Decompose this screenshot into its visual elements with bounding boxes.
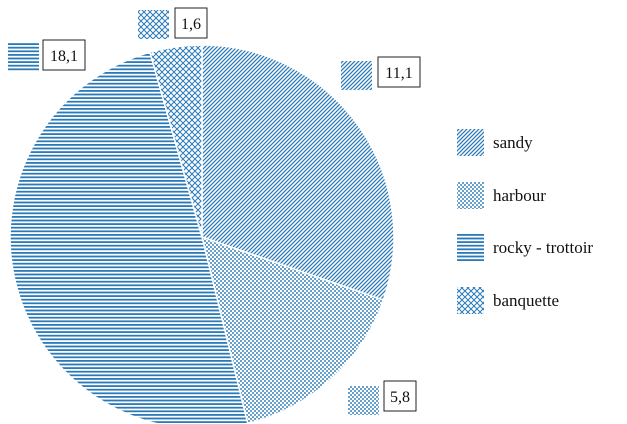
- legend-item-rocky-trottoir: rocky - trottoir: [457, 234, 593, 261]
- value-label-sandy: 11,1: [341, 56, 421, 90]
- value-label-swatch: [8, 43, 39, 72]
- legend-label: sandy: [493, 133, 533, 152]
- pie-slice-rocky-trottoir: [9, 51, 249, 424]
- legend-swatch: [457, 129, 484, 156]
- value-label-harbour: 5,8: [348, 380, 417, 415]
- legend-swatch: [457, 234, 484, 261]
- value-label-text: 18,1: [50, 48, 78, 65]
- legend-label: rocky - trottoir: [493, 238, 593, 257]
- legend-item-sandy: sandy: [457, 129, 533, 156]
- value-label-rocky-trottoir: 18,1: [8, 39, 86, 72]
- legend-swatch: [457, 287, 484, 314]
- legend-item-harbour: harbour: [457, 182, 546, 209]
- value-label-banquette: 1,6: [138, 7, 208, 39]
- value-label-box: [383, 380, 417, 412]
- legend-item-banquette: banquette: [457, 287, 559, 314]
- value-label-box: [377, 56, 421, 88]
- value-label-text: 11,1: [385, 65, 412, 82]
- value-labels: 11,1 5,8 18,1 1,6: [8, 7, 421, 415]
- pie-slices: [9, 44, 395, 424]
- value-label-swatch: [348, 386, 379, 415]
- value-label-swatch: [341, 61, 372, 90]
- pie-slice-banquette: [148, 44, 203, 238]
- pie-slice-harbour: [200, 235, 385, 424]
- value-label-swatch: [138, 10, 169, 39]
- legend-swatch: [457, 182, 484, 209]
- value-label-text: 5,8: [390, 389, 410, 406]
- legend: sandy harbour rocky - trottoir banquette: [457, 129, 593, 314]
- legend-label: harbour: [493, 186, 546, 205]
- legend-label: banquette: [493, 291, 559, 310]
- value-label-text: 1,6: [181, 16, 201, 33]
- value-label-box: [42, 39, 86, 71]
- pie-slice-sandy: [201, 44, 395, 302]
- value-label-box: [174, 7, 208, 39]
